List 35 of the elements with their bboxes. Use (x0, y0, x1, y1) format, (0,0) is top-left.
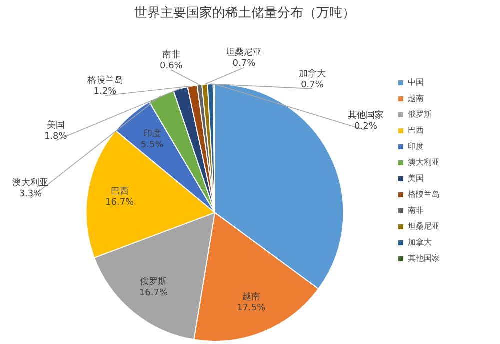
legend-label: 其他国家 (408, 254, 440, 264)
data-label: 16.7% (106, 198, 135, 208)
legend-label: 俄罗斯 (408, 110, 432, 120)
legend-label: 南非 (408, 206, 424, 216)
slice-label: 格陵兰岛 (86, 75, 124, 86)
legend-label: 美国 (408, 174, 424, 184)
data-label: 0.7% (301, 80, 324, 90)
legend-label: 中国 (408, 78, 424, 88)
slice-label: 加拿大 (299, 68, 326, 80)
data-label: 17.5% (237, 304, 266, 314)
slice-label: 坦桑尼亚 (225, 47, 262, 58)
data-label: 5.5% (140, 140, 164, 151)
slice-label: 巴西 (110, 187, 129, 198)
legend-label: 坦桑尼亚 (407, 222, 440, 232)
slice-label: 俄罗斯 (140, 276, 168, 288)
slice-label: 印度 (143, 128, 162, 140)
slice-label: 其他国家 (348, 110, 384, 121)
data-label: 0.6% (160, 61, 184, 72)
legend-label: 印度 (408, 142, 424, 152)
data-label: 0.2% (354, 122, 378, 132)
slice-label: 越南 (242, 292, 260, 303)
data-label: 0.7% (232, 59, 256, 70)
legend-label: 澳大利亚 (408, 158, 440, 168)
legend-label: 越南 (408, 94, 424, 104)
legend-label: 加拿大 (408, 238, 432, 248)
slice-label: 美国 (46, 120, 65, 132)
chart-title: 世界主要国家的稀土储量分布（万吨） (134, 5, 356, 22)
legend-label: 巴西 (408, 126, 424, 136)
data-label: 16.7% (139, 288, 168, 299)
data-label: 3.3% (19, 190, 43, 200)
data-label: 1.8% (44, 132, 68, 142)
legend-label: 格陵兰岛 (407, 190, 440, 200)
data-label: 1.2% (94, 87, 118, 98)
slice-label: 南非 (162, 49, 180, 60)
slice-label: 澳大利亚 (12, 178, 49, 189)
